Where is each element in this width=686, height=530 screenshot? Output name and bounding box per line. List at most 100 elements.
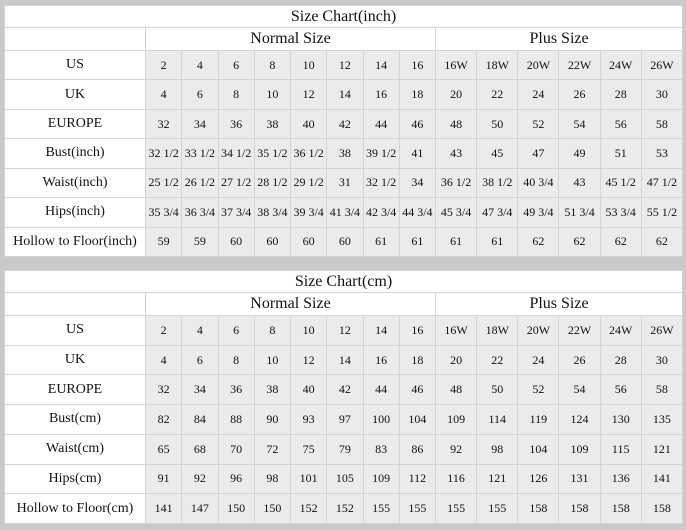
size-value: 53	[640, 138, 684, 169]
size-value: 26 1/2	[181, 167, 219, 199]
size-value: 101	[289, 463, 328, 495]
row-label: Waist(cm)	[4, 433, 146, 465]
size-value: 150	[253, 493, 292, 524]
blank-cell	[4, 27, 146, 51]
size-value: 59	[181, 226, 219, 258]
size-value: 14	[362, 49, 400, 81]
size-value: 6	[217, 49, 255, 81]
size-table: Size Chart(cm) Normal Size Plus Size US 2 4 6 8…	[3, 270, 684, 524]
size-value: 60	[289, 226, 328, 258]
size-value: 96	[217, 463, 255, 495]
size-value: 32 1/2	[362, 167, 400, 199]
size-value: 155	[434, 493, 478, 524]
size-value: 14	[326, 79, 364, 110]
size-value: 141	[144, 493, 183, 524]
size-value: 10	[253, 344, 292, 376]
size-value: 38	[326, 138, 364, 169]
size-value: 42	[326, 108, 364, 140]
size-value: 38 3/4	[253, 197, 292, 228]
size-value: 16	[362, 79, 400, 110]
size-value: 43	[558, 167, 601, 199]
title-row: Size Chart(cm)	[3, 270, 684, 293]
size-value: 10	[253, 79, 292, 110]
size-value: 36 1/2	[434, 167, 478, 199]
size-value: 114	[476, 404, 519, 435]
size-value: 70	[217, 433, 255, 465]
size-value: 45 3/4	[434, 197, 478, 228]
size-value: 68	[181, 433, 219, 465]
size-value: 38	[253, 374, 292, 406]
table-row: Hollow to Floor(inch) 59 59 60 60 60 60 61 61 61 6…	[4, 226, 684, 258]
size-value: 62	[640, 226, 684, 258]
table-row: Hips(cm) 91 92 96 98 101 105 109 112 116 121 126 131…	[4, 463, 684, 495]
size-value: 158	[599, 493, 642, 524]
size-value: 119	[517, 404, 560, 435]
size-value: 16	[362, 344, 400, 376]
size-value: 131	[558, 463, 601, 495]
size-value: 61	[434, 226, 478, 258]
size-value: 158	[640, 493, 684, 524]
row-label: Hollow to Floor(cm)	[4, 493, 146, 524]
row-label: Bust(inch)	[4, 138, 146, 169]
size-value: 14	[326, 344, 364, 376]
size-value: 61	[476, 226, 519, 258]
table-row: Bust(cm) 82 84 88 90 93 97 100 104 109 114 119 124 13…	[4, 404, 684, 435]
plus-size-header: Plus Size	[434, 27, 684, 51]
size-value: 20	[434, 344, 478, 376]
size-value: 90	[253, 404, 292, 435]
size-value: 29 1/2	[289, 167, 328, 199]
group-row: Normal Size Plus Size	[4, 27, 684, 51]
size-value: 45 1/2	[599, 167, 642, 199]
size-value: 60	[217, 226, 255, 258]
size-value: 56	[599, 374, 642, 406]
size-value: 26W	[640, 49, 684, 81]
size-value: 72	[253, 433, 292, 465]
plus-size-header: Plus Size	[434, 292, 684, 316]
size-value: 121	[476, 463, 519, 495]
size-value: 91	[144, 463, 183, 495]
size-value: 100	[362, 404, 400, 435]
size-value: 105	[326, 463, 364, 495]
size-value: 116	[434, 463, 478, 495]
size-value: 31	[326, 167, 364, 199]
size-value: 4	[181, 315, 219, 346]
size-value: 4	[181, 49, 219, 81]
size-value: 47 1/2	[640, 167, 684, 199]
size-value: 24W	[599, 315, 642, 346]
size-value: 16	[398, 49, 437, 81]
size-value: 58	[640, 108, 684, 140]
size-chart-inch: Size Chart(inch) Normal Size Plus Size US 2 4…	[3, 5, 684, 258]
table-row: US 2 4 6 8 10 12 14 16 16W 18W 20W 22W 24W 26W	[4, 315, 684, 346]
size-value: 44	[362, 108, 400, 140]
size-value: 22	[476, 344, 519, 376]
size-value: 158	[517, 493, 560, 524]
size-value: 39 3/4	[289, 197, 328, 228]
size-value: 88	[217, 404, 255, 435]
size-value: 2	[144, 315, 183, 346]
size-value: 97	[326, 404, 364, 435]
size-value: 98	[253, 463, 292, 495]
table-row: Bust(inch) 32 1/2 33 1/2 34 1/2 35 1/2 36 1/2…	[4, 138, 684, 169]
size-value: 60	[326, 226, 364, 258]
size-value: 62	[558, 226, 601, 258]
size-value: 6	[181, 79, 219, 110]
size-value: 24W	[599, 49, 642, 81]
row-label: US	[4, 315, 146, 346]
size-value: 49	[558, 138, 601, 169]
size-value: 34	[181, 374, 219, 406]
size-value: 4	[144, 79, 183, 110]
table-row: Hollow to Floor(cm) 141 147 150 150 152 152 155…	[4, 493, 684, 524]
size-value: 42 3/4	[362, 197, 400, 228]
size-value: 152	[289, 493, 328, 524]
row-label: Bust(cm)	[4, 404, 146, 435]
blank-cell	[4, 292, 146, 316]
size-value: 28	[599, 79, 642, 110]
row-label: EUROPE	[4, 108, 146, 140]
size-value: 62	[517, 226, 560, 258]
size-value: 141	[640, 463, 684, 495]
size-value: 28 1/2	[253, 167, 292, 199]
size-value: 109	[362, 463, 400, 495]
size-value: 86	[398, 433, 437, 465]
size-value: 58	[640, 374, 684, 406]
size-value: 12	[289, 344, 328, 376]
